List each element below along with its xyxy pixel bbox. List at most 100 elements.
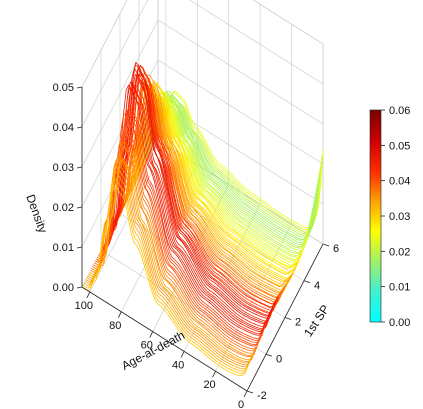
axis-ticks: 100 80 60 40 20 0 -2 0 2 4 6 0.00 0.01 0.02 0.03 0.04 0.… bbox=[53, 82, 340, 409]
density-curve bbox=[126, 92, 293, 288]
density-curve bbox=[102, 81, 268, 333]
density-curve bbox=[83, 171, 250, 372]
z-tick bbox=[76, 246, 83, 249]
colorbar-tick-label: 0.00 bbox=[389, 317, 410, 329]
density-curve bbox=[150, 90, 317, 241]
box-edge bbox=[252, 0, 324, 45]
y-tick bbox=[322, 243, 330, 247]
z-tick-label: 0.04 bbox=[53, 122, 74, 134]
x-tick-label: 60 bbox=[141, 340, 153, 352]
x-tick-label: 0 bbox=[238, 399, 244, 409]
density-curve bbox=[156, 91, 323, 231]
y-tick bbox=[246, 390, 254, 394]
z-tick bbox=[76, 286, 83, 289]
density-curve bbox=[110, 73, 277, 317]
density-curve bbox=[121, 87, 287, 298]
density-curve bbox=[142, 91, 308, 258]
grid-line bbox=[81, 19, 159, 168]
z-tick-label: 0.02 bbox=[53, 202, 74, 214]
density-curve bbox=[152, 94, 319, 238]
density-curve bbox=[122, 84, 288, 296]
x-tick bbox=[243, 390, 248, 398]
density-curve bbox=[131, 93, 298, 279]
grid-line bbox=[81, 0, 148, 128]
density-curve bbox=[128, 83, 295, 283]
grid-line bbox=[189, 0, 324, 85]
x-tick bbox=[180, 351, 185, 358]
density-curve bbox=[130, 88, 297, 280]
density-curves bbox=[81, 62, 324, 376]
y-tick bbox=[265, 353, 273, 357]
grid-line bbox=[157, 59, 324, 165]
density-curve bbox=[106, 74, 273, 323]
density-curve bbox=[90, 139, 257, 358]
density-curve bbox=[100, 84, 266, 336]
colorbar-tick-label: 0.01 bbox=[389, 282, 410, 294]
z-tick bbox=[76, 126, 83, 129]
density-curve bbox=[82, 178, 249, 374]
density-curve bbox=[147, 91, 313, 249]
density-curve bbox=[129, 86, 296, 282]
z-tick bbox=[76, 86, 83, 89]
z-tick-label: 0.03 bbox=[53, 162, 74, 174]
density-curve bbox=[116, 65, 282, 305]
y-tick-label: -2 bbox=[257, 390, 267, 402]
y-tick-label: 2 bbox=[295, 317, 301, 329]
density-curve bbox=[153, 95, 320, 236]
density-curve bbox=[125, 74, 292, 288]
y-tick-label: 6 bbox=[333, 243, 339, 255]
density-curve bbox=[108, 65, 275, 319]
y-tick-label: 0 bbox=[276, 353, 282, 365]
x-tick bbox=[149, 331, 154, 338]
density-curve bbox=[87, 153, 254, 364]
density-curve bbox=[96, 117, 262, 346]
z-tick bbox=[76, 206, 83, 209]
colorbar-tick-label: 0.05 bbox=[389, 140, 410, 152]
grid-line bbox=[252, 0, 324, 45]
density-curve bbox=[98, 108, 264, 341]
x-tick-label: 100 bbox=[75, 300, 93, 312]
density-curve bbox=[157, 90, 324, 229]
x-tick bbox=[212, 371, 216, 378]
x-tick-label: 20 bbox=[203, 379, 215, 391]
density-curve bbox=[101, 87, 267, 335]
z-tick-label: 0.00 bbox=[53, 282, 74, 294]
density-curve bbox=[137, 98, 304, 268]
y-tick bbox=[284, 317, 292, 320]
axis-lines bbox=[81, 87, 324, 392]
y-tick-label: 4 bbox=[314, 280, 320, 292]
density-curve bbox=[81, 184, 248, 376]
x-tick bbox=[117, 311, 122, 318]
box-edge bbox=[81, 0, 128, 88]
density-curve bbox=[105, 68, 272, 325]
density-curve bbox=[109, 62, 276, 317]
density-curve bbox=[88, 159, 255, 363]
z-tick bbox=[76, 166, 83, 169]
density-curve bbox=[146, 92, 312, 251]
density-curve bbox=[95, 113, 261, 347]
colorbar-tick-label: 0.04 bbox=[389, 176, 410, 188]
z-tick-label: 0.01 bbox=[53, 242, 74, 254]
density-curve bbox=[132, 80, 299, 275]
colorbar-tick-label: 0.02 bbox=[389, 246, 410, 258]
grid-line bbox=[157, 19, 324, 125]
y-tick bbox=[303, 280, 311, 284]
colorbar-tick-label: 0.06 bbox=[389, 105, 410, 117]
density-curve bbox=[155, 97, 322, 233]
density-curve bbox=[140, 91, 307, 262]
z-axis-label: Density bbox=[23, 192, 50, 234]
density-curve bbox=[97, 111, 263, 343]
z-tick-label: 0.05 bbox=[53, 82, 74, 94]
y-axis-label: 1st SP bbox=[301, 302, 332, 339]
x-axis-line bbox=[81, 286, 248, 392]
density-curve bbox=[107, 77, 274, 322]
density-curve bbox=[135, 82, 302, 270]
density-curve bbox=[149, 93, 316, 243]
density-curve bbox=[103, 89, 270, 330]
x-tick-label: 80 bbox=[109, 320, 121, 332]
x-tick-label: 40 bbox=[172, 359, 184, 371]
density-curve bbox=[93, 131, 259, 352]
colorbar: 0.00 0.01 0.02 0.03 0.04 0.05 0.06 bbox=[369, 105, 410, 329]
